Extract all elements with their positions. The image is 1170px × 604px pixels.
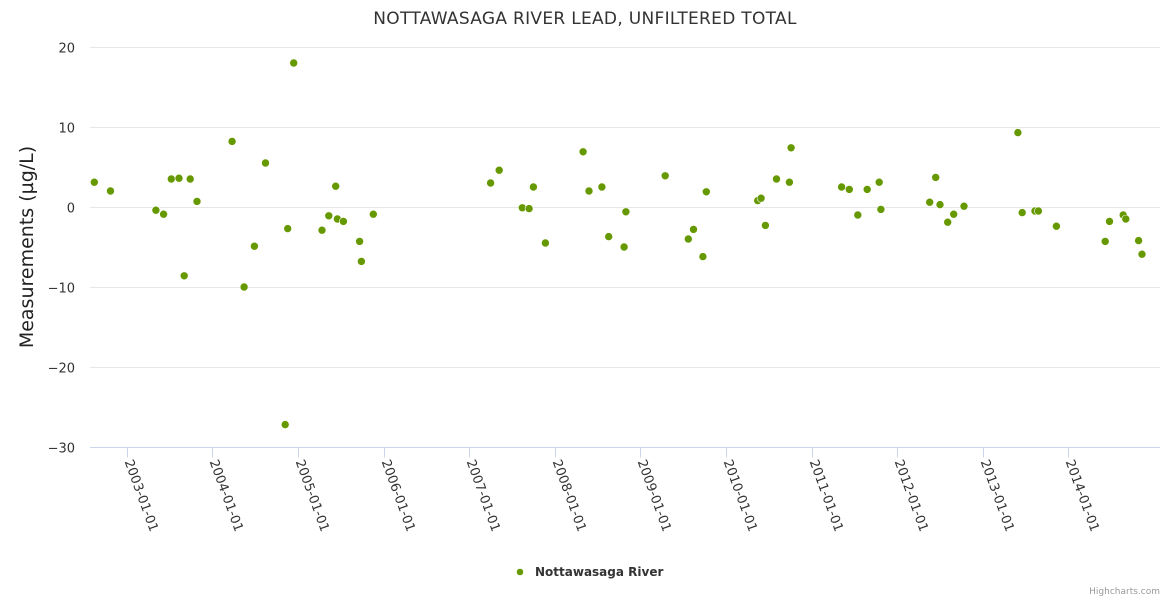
data-point[interactable] — [683, 234, 693, 244]
data-point[interactable] — [862, 185, 872, 194]
data-point[interactable] — [853, 210, 863, 220]
y-axis-title: Measurements (µg/L) — [16, 146, 38, 348]
data-point[interactable] — [289, 58, 299, 68]
data-point[interactable] — [174, 173, 184, 183]
data-point[interactable] — [179, 271, 189, 281]
data-point[interactable] — [935, 200, 945, 209]
data-point[interactable] — [772, 174, 781, 184]
data-point[interactable] — [317, 225, 327, 235]
data-point[interactable] — [761, 221, 770, 230]
data-point[interactable] — [90, 177, 99, 187]
credits-link[interactable]: Highcharts.com — [1089, 587, 1160, 597]
data-point[interactable] — [339, 217, 348, 226]
data-point[interactable] — [701, 187, 711, 197]
data-point[interactable] — [931, 173, 941, 182]
data-point[interactable] — [837, 182, 846, 192]
y-tick-label: −20 — [48, 362, 75, 377]
y-tick-label: −30 — [48, 442, 75, 457]
data-point[interactable] — [357, 257, 366, 266]
data-point[interactable] — [250, 241, 259, 251]
data-point[interactable] — [597, 182, 607, 192]
data-point[interactable] — [1121, 214, 1131, 224]
data-point[interactable] — [324, 211, 334, 221]
legend[interactable]: Nottawasaga River — [516, 565, 664, 579]
data-point[interactable] — [1134, 236, 1143, 245]
data-point[interactable] — [151, 205, 161, 215]
data-point[interactable] — [1017, 208, 1027, 217]
data-point[interactable] — [619, 242, 629, 252]
data-point[interactable] — [227, 137, 237, 146]
data-point[interactable] — [1052, 221, 1061, 231]
data-point[interactable] — [1105, 217, 1114, 226]
data-point[interactable] — [660, 171, 670, 181]
data-point[interactable] — [239, 282, 249, 292]
data-point[interactable] — [698, 252, 708, 261]
data-point[interactable] — [785, 177, 794, 187]
data-point[interactable] — [959, 201, 969, 211]
data-point[interactable] — [167, 174, 176, 184]
data-point[interactable] — [1137, 249, 1147, 259]
data-point[interactable] — [280, 420, 290, 429]
data-point[interactable] — [541, 238, 550, 248]
y-axis: 20 10 0 −10 −20 −30 — [48, 42, 75, 457]
y-tick-label: 20 — [58, 42, 75, 57]
data-point[interactable] — [185, 174, 195, 184]
data-point[interactable] — [1013, 128, 1023, 137]
data-point[interactable] — [524, 204, 534, 213]
data-point[interactable] — [1100, 237, 1110, 246]
data-point[interactable] — [786, 143, 796, 153]
data-point[interactable] — [943, 217, 953, 227]
data-point[interactable] — [355, 237, 364, 246]
y-tick-label: 0 — [67, 202, 75, 217]
data-point[interactable] — [529, 182, 538, 192]
data-point[interactable] — [874, 177, 884, 187]
data-point[interactable] — [689, 225, 698, 234]
data-point[interactable] — [486, 178, 495, 188]
data-point[interactable] — [578, 147, 588, 157]
data-point[interactable] — [949, 209, 959, 219]
data-point[interactable] — [925, 197, 935, 207]
legend-marker-icon[interactable] — [516, 568, 524, 576]
data-point[interactable] — [192, 197, 202, 206]
data-point[interactable] — [844, 185, 854, 194]
data-point[interactable] — [584, 186, 594, 196]
data-point[interactable] — [876, 205, 886, 214]
data-point[interactable] — [331, 181, 341, 191]
data-point[interactable] — [604, 232, 614, 241]
data-point[interactable] — [756, 193, 766, 203]
data-point[interactable] — [106, 186, 115, 196]
data-point[interactable] — [368, 209, 378, 219]
data-point[interactable] — [621, 207, 631, 217]
y-tick-label: 10 — [58, 122, 75, 137]
data-point[interactable] — [1034, 206, 1043, 216]
data-point[interactable] — [159, 209, 168, 219]
chart-title: NOTTAWASAGA RIVER LEAD, UNFILTERED TOTAL — [373, 9, 797, 29]
data-point[interactable] — [494, 165, 504, 175]
data-point[interactable] — [261, 158, 270, 168]
data-points — [90, 58, 1147, 429]
y-tick-label: −10 — [48, 282, 75, 297]
data-point[interactable] — [283, 224, 293, 233]
legend-item-label[interactable]: Nottawasaga River — [535, 565, 663, 579]
